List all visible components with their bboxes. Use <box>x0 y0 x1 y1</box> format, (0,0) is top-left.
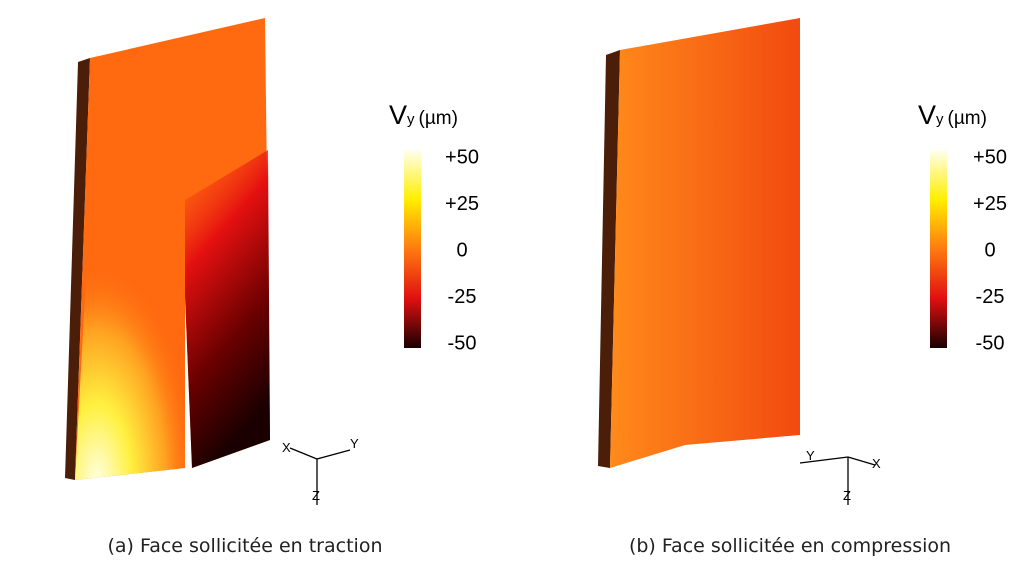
axis-y <box>316 449 351 460</box>
colorbar-tick: -25 <box>976 286 1005 308</box>
axis-label-x: X <box>872 456 881 471</box>
colorbar-unit: (µm) <box>419 108 458 129</box>
colorbar-subscript: y <box>936 111 944 128</box>
axis-label-z: Z <box>843 488 851 503</box>
axis-label-z: Z <box>312 488 320 503</box>
axis-label-y: Y <box>350 436 359 451</box>
axis-label-y: Y <box>806 448 815 463</box>
slab-side <box>65 58 90 480</box>
axis-triad <box>799 456 876 505</box>
colorbar-tick: -50 <box>976 332 1005 354</box>
axis-y <box>799 456 849 464</box>
compression-zone <box>185 150 270 468</box>
axis-triad <box>289 447 351 505</box>
axis-label-x: X <box>282 440 291 455</box>
colorbar-unit: (µm) <box>948 108 987 129</box>
colorbar-tick: +50 <box>973 146 1007 168</box>
colorbar-tick: 0 <box>984 239 995 261</box>
colorbar-subscript: y <box>407 111 415 128</box>
axis-x <box>847 456 876 466</box>
axis-x <box>289 447 318 460</box>
colorbar-title: Vy (µm) <box>389 100 458 130</box>
colorbar <box>930 150 947 348</box>
slab-face <box>610 18 800 468</box>
colorbar-title: Vy (µm) <box>918 100 987 130</box>
caption: (a) Face sollicitée en traction <box>108 535 383 557</box>
colorbar-tick: 0 <box>456 239 467 261</box>
tension-zone <box>75 240 185 480</box>
colorbar-tick: +25 <box>445 193 479 215</box>
colorbar-tick: -25 <box>448 286 477 308</box>
colorbar <box>404 150 421 348</box>
colorbar-symbol: V <box>918 100 936 130</box>
caption: (b) Face sollicitée en compression <box>629 535 951 557</box>
slab-side <box>598 50 620 468</box>
colorbar-tick: +25 <box>973 193 1007 215</box>
panel-a <box>65 18 421 505</box>
colorbar-symbol: V <box>389 100 407 130</box>
colorbar-tick: -50 <box>448 332 477 354</box>
colorbar-tick: +50 <box>445 146 479 168</box>
panel-b <box>598 18 947 505</box>
